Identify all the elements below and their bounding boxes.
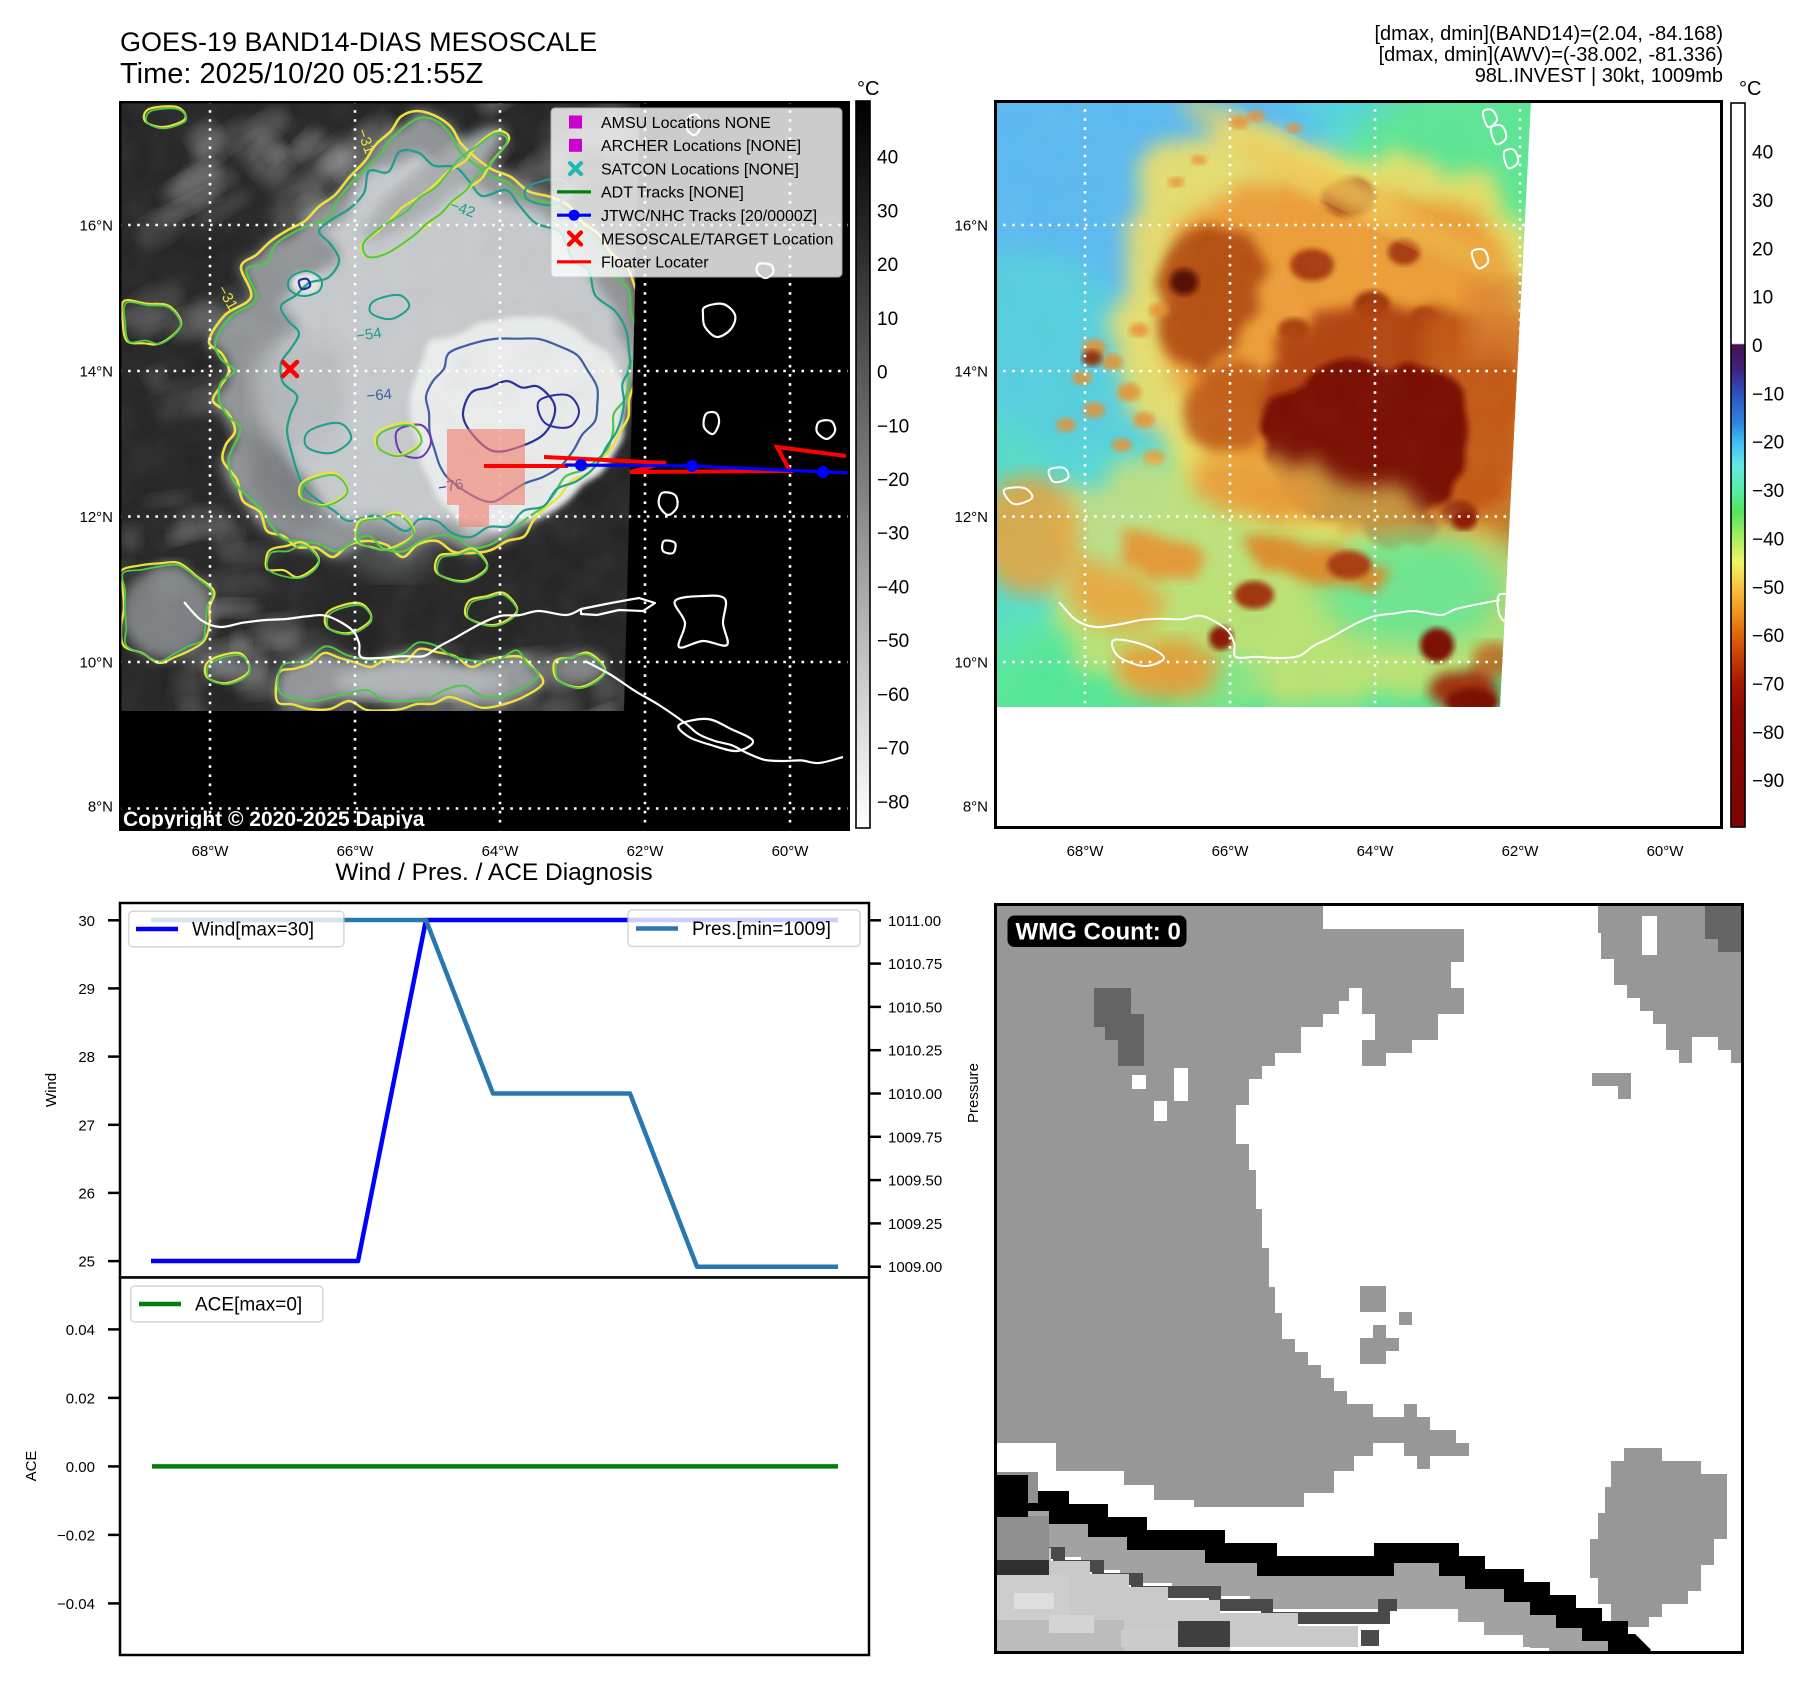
svg-text:Wind[max=30]: Wind[max=30] [192,920,314,941]
svg-text:30: 30 [877,201,898,222]
svg-text:28: 28 [78,1049,95,1066]
svg-text:ACE: ACE [23,1451,40,1482]
svg-text:0: 0 [1752,336,1763,357]
svg-text:−10: −10 [877,416,909,437]
svg-text:12°N: 12°N [79,509,113,526]
svg-text:26: 26 [78,1185,95,1202]
svg-text:62°W: 62°W [627,843,665,860]
svg-text:Pres.[min=1009]: Pres.[min=1009] [692,919,831,940]
svg-text:Floater Locater: Floater Locater [601,255,709,272]
svg-text:1010.25: 1010.25 [888,1043,942,1060]
svg-text:−50: −50 [1752,578,1784,599]
svg-text:MESOSCALE/TARGET Location: MESOSCALE/TARGET Location [601,231,833,248]
svg-text:JTWC/NHC Tracks [20/0000Z]: JTWC/NHC Tracks [20/0000Z] [601,208,817,225]
svg-text:60°W: 60°W [1647,843,1685,860]
svg-text:−0.02: −0.02 [57,1527,95,1544]
svg-text:68°W: 68°W [1067,843,1105,860]
svg-text:20: 20 [877,255,898,276]
svg-text:−64: −64 [366,386,393,405]
svg-text:WMG Count: 0: WMG Count: 0 [1016,919,1181,946]
svg-text:64°W: 64°W [1357,843,1395,860]
svg-text:SATCON Locations [NONE]: SATCON Locations [NONE] [601,161,799,178]
svg-text:Time: 2025/10/20 05:21:55Z: Time: 2025/10/20 05:21:55Z [120,58,483,90]
svg-text:40: 40 [877,148,898,169]
svg-text:1010.00: 1010.00 [888,1086,942,1103]
svg-text:−20: −20 [877,470,909,491]
svg-text:−80: −80 [1752,723,1784,744]
svg-text:0: 0 [877,363,888,384]
svg-text:−50: −50 [877,631,909,652]
svg-text:[dmax, dmin](AWV)=(-38.002, -8: [dmax, dmin](AWV)=(-38.002, -81.336) [1379,44,1723,66]
svg-text:30: 30 [1752,191,1773,212]
svg-text:8°N: 8°N [88,799,113,816]
svg-text:1009.25: 1009.25 [888,1216,942,1233]
svg-text:14°N: 14°N [79,364,113,381]
svg-text:14°N: 14°N [954,364,988,381]
svg-text:−70: −70 [877,739,909,760]
svg-text:66°W: 66°W [1212,843,1250,860]
svg-text:ACE[max=0]: ACE[max=0] [195,1295,302,1316]
svg-text:10°N: 10°N [954,655,988,672]
svg-text:GOES-19 BAND14-DIAS MESOSCALE: GOES-19 BAND14-DIAS MESOSCALE [120,27,597,57]
svg-text:0.00: 0.00 [66,1459,95,1476]
svg-text:1010.75: 1010.75 [888,956,942,973]
svg-text:29: 29 [78,981,95,998]
svg-text:66°W: 66°W [337,843,375,860]
svg-text:1010.50: 1010.50 [888,999,942,1016]
svg-text:−90: −90 [1752,771,1784,792]
svg-text:10°N: 10°N [79,655,113,672]
svg-text:−60: −60 [877,685,909,706]
svg-text:AMSU Locations NONE: AMSU Locations NONE [601,115,771,132]
svg-text:64°W: 64°W [482,843,520,860]
svg-text:Wind: Wind [43,1073,60,1107]
svg-text:−30: −30 [877,524,909,545]
svg-text:Copyright © 2020-2025 Dapiya: Copyright © 2020-2025 Dapiya [123,808,425,831]
svg-text:68°W: 68°W [192,843,230,860]
svg-text:10: 10 [1752,288,1773,309]
svg-text:−30: −30 [1752,481,1784,502]
svg-text:8°N: 8°N [963,799,988,816]
svg-text:60°W: 60°W [772,843,810,860]
svg-text:25: 25 [78,1254,95,1271]
svg-text:−0.04: −0.04 [57,1596,95,1613]
svg-text:16°N: 16°N [79,218,113,235]
svg-text:Wind / Pres. / ACE Diagnosis: Wind / Pres. / ACE Diagnosis [335,859,652,886]
svg-text:62°W: 62°W [1502,843,1540,860]
svg-text:1009.75: 1009.75 [888,1129,942,1146]
svg-text:0.02: 0.02 [66,1390,95,1407]
svg-text:−40: −40 [877,577,909,598]
svg-text:°C: °C [857,78,879,100]
svg-text:12°N: 12°N [954,509,988,526]
svg-text:0.04: 0.04 [66,1322,95,1339]
svg-text:ADT Tracks [NONE]: ADT Tracks [NONE] [601,185,744,202]
svg-text:27: 27 [78,1117,95,1134]
svg-text:−54: −54 [355,325,383,345]
svg-text:1011.00: 1011.00 [888,913,941,930]
svg-text:98L.INVEST | 30kt, 1009mb: 98L.INVEST | 30kt, 1009mb [1475,65,1723,87]
svg-text:30: 30 [78,913,95,930]
svg-text:[dmax, dmin](BAND14)=(2.04, -8: [dmax, dmin](BAND14)=(2.04, -84.168) [1375,23,1724,45]
svg-text:ARCHER Locations [NONE]: ARCHER Locations [NONE] [601,138,801,155]
svg-text:−60: −60 [1752,626,1784,647]
svg-text:−40: −40 [1752,529,1784,550]
svg-text:Pressure: Pressure [965,1063,982,1123]
svg-text:°C: °C [1739,78,1761,100]
svg-text:1009.50: 1009.50 [888,1173,942,1190]
svg-text:40: 40 [1752,143,1773,164]
svg-text:−20: −20 [1752,433,1784,454]
svg-text:−70: −70 [1752,674,1784,695]
svg-text:−80: −80 [877,792,909,813]
svg-text:16°N: 16°N [954,218,988,235]
svg-text:1009.00: 1009.00 [888,1259,942,1276]
svg-text:10: 10 [877,309,898,330]
svg-text:20: 20 [1752,239,1773,260]
svg-text:−10: −10 [1752,384,1784,405]
